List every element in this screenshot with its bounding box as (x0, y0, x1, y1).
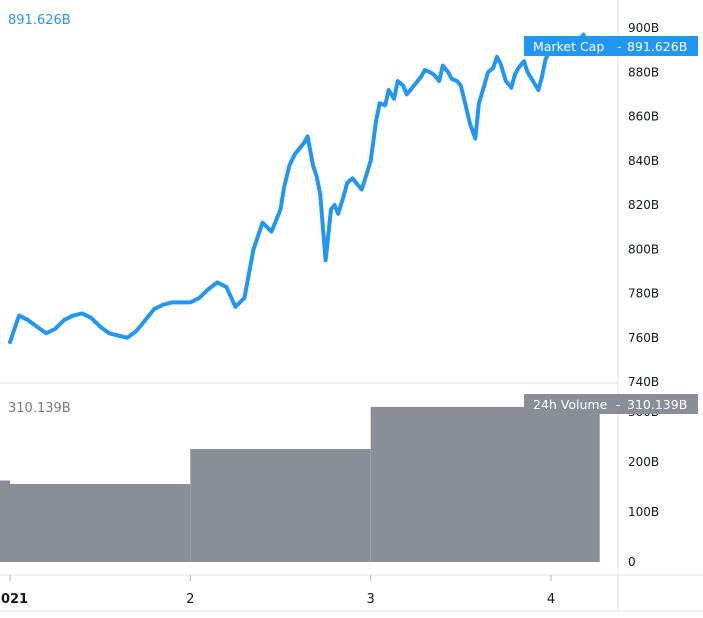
volume-y-tick-label: 100B (628, 505, 659, 519)
market-cap-legend-value: 891.626B (8, 13, 71, 28)
volume-bar (10, 484, 191, 562)
volume-legend-value: 310.139B (8, 401, 71, 416)
market-cap-series-line (8, 32, 593, 345)
volume-panel: 310.139B (0, 401, 600, 562)
market-cap-y-tick-label: 740B (628, 375, 659, 389)
volume-bar (190, 449, 371, 562)
market-cap-line-layer (8, 32, 593, 345)
price-panel: 891.626B (8, 13, 593, 345)
time-x-axis[interactable]: 2021 2 3 4 (0, 575, 555, 607)
market-cap-y-tick-label: 780B (628, 287, 659, 301)
market-cap-y-tick-label: 860B (628, 110, 659, 124)
market-cap-y-tick-label: 800B (628, 242, 659, 256)
x-tick-label: 3 (367, 592, 375, 607)
market-cap-y-tick-label: 840B (628, 154, 659, 168)
x-tick-label: 2021 (0, 592, 28, 607)
volume-bar (0, 480, 10, 562)
volume-y-tick-label: 0 (628, 555, 636, 569)
market-cap-y-tick-label: 760B (628, 331, 659, 345)
volume-bar (370, 406, 600, 562)
x-tick-label: 2 (186, 592, 194, 607)
svg-text:-: - (617, 39, 622, 54)
volume-y-tick-label: 200B (628, 455, 659, 469)
volume-y-axis[interactable]: 0100B200B300B (628, 405, 659, 569)
market-cap-y-tick-label: 820B (628, 198, 659, 212)
volume-badge-value: 310.139B (627, 397, 687, 412)
market-cap-badge-value: 891.626B (627, 39, 687, 54)
market-cap-badge-label: Market Cap (533, 39, 604, 54)
volume-bar-layer (0, 406, 600, 562)
market-cap-y-axis[interactable]: 740B 760B 780B 800B 820B 840B 860B 880B 900B (628, 21, 659, 389)
svg-text:-: - (616, 397, 621, 412)
volume-badge-label: 24h Volume (533, 397, 608, 412)
volume-badge: 24h Volume - 310.139B (524, 394, 698, 414)
market-cap-badge: Market Cap - 891.626B (524, 36, 698, 56)
market-cap-y-tick-label: 900B (628, 21, 659, 35)
x-tick-label: 4 (547, 592, 555, 607)
market-cap-y-tick-label: 880B (628, 65, 659, 79)
